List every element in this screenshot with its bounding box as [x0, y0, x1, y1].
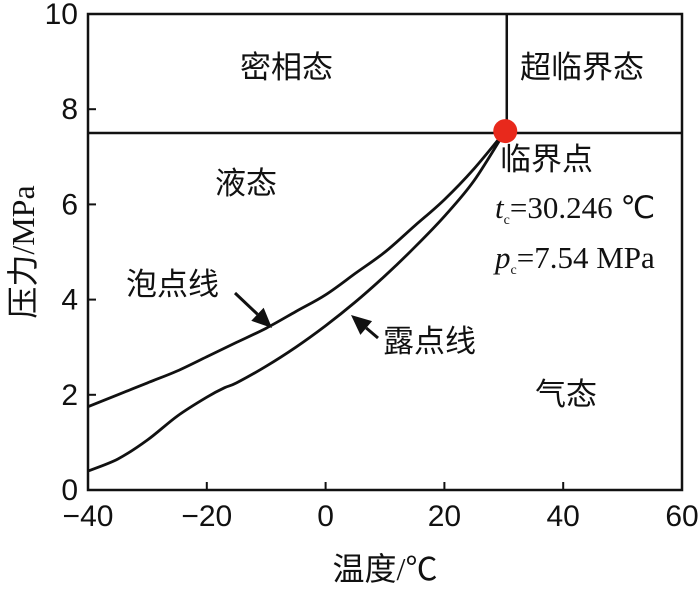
dew-line-arrow-head: [351, 315, 373, 335]
region-label-dense: 密相态: [240, 50, 333, 85]
region-label-gas: 气态: [535, 377, 597, 412]
critical-point-title: 临界点: [500, 142, 593, 177]
critical-point-marker: [493, 119, 518, 144]
curve-layer: [87, 14, 682, 473]
plot-frame: [86, 12, 684, 492]
tc-symbol: t: [495, 190, 505, 225]
y-axis-title: 压力/MPa: [5, 185, 41, 318]
critical-temperature-label: tc=30.246 ℃: [495, 190, 655, 228]
region-label-liquid: 液态: [215, 166, 277, 201]
y-tick-label: 10: [45, 0, 78, 31]
tc-value: =30.246 ℃: [510, 190, 655, 225]
x-axis-title: 温度/℃: [333, 551, 438, 587]
dew-point-curve: [87, 130, 507, 473]
x-tick-label: 40: [547, 500, 580, 533]
x-tick-label: 60: [665, 500, 698, 533]
bubble-line-label: 泡点线: [126, 267, 219, 302]
y-tick-label: 6: [61, 188, 78, 221]
pc-value: =7.54 MPa: [517, 240, 655, 275]
bubble-line-arrow-head: [251, 307, 272, 328]
pc-symbol: p: [493, 240, 511, 275]
y-tick-label: 8: [61, 93, 78, 126]
dew-line-label: 露点线: [383, 324, 476, 359]
pc-subscript: c: [511, 263, 517, 278]
y-tick-label: 2: [61, 379, 78, 412]
y-tick-label: 0: [61, 474, 78, 507]
x-tick-label: 20: [428, 500, 461, 533]
label-layer: 密相态 超临界态 液态 气态 泡点线 露点线 临界点 tc=30.246 ℃ p…: [5, 50, 655, 587]
tc-subscript: c: [504, 213, 510, 228]
critical-pressure-label: pc=7.54 MPa: [493, 240, 655, 278]
bubble-line-arrow-shaft: [233, 291, 259, 316]
dew-line-arrow-shaft: [365, 326, 379, 340]
x-tick-label: −40: [63, 500, 114, 533]
x-tick-label: −20: [181, 500, 232, 533]
axis-layer: −40 −20 0 20 40 60 0 2 4 6 8 10: [45, 0, 699, 533]
y-tick-label: 4: [61, 284, 78, 317]
region-label-supercritical: 超临界态: [520, 50, 644, 85]
x-tick-label: 0: [317, 500, 334, 533]
bubble-point-curve: [87, 130, 507, 408]
